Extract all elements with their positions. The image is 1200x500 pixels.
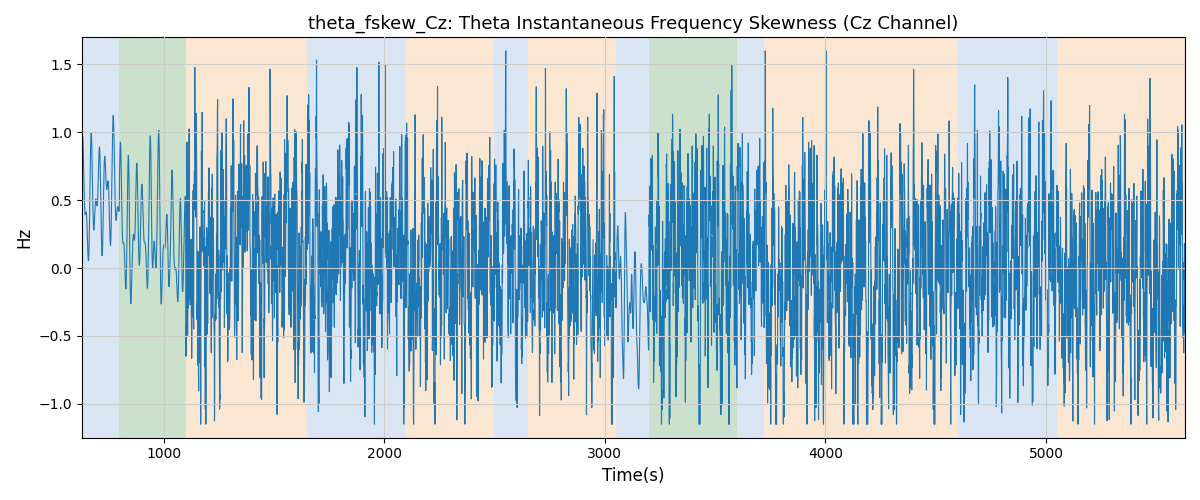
Bar <box>494 38 528 438</box>
Bar <box>958 38 1057 438</box>
Bar <box>649 38 737 438</box>
Bar <box>528 38 616 438</box>
Bar <box>307 38 407 438</box>
Bar <box>186 38 307 438</box>
Title: theta_fskew_Cz: Theta Instantaneous Frequency Skewness (Cz Channel): theta_fskew_Cz: Theta Instantaneous Freq… <box>308 15 959 34</box>
Bar <box>1057 38 1186 438</box>
Bar <box>120 38 186 438</box>
Bar <box>616 38 649 438</box>
Y-axis label: Hz: Hz <box>14 227 32 248</box>
Bar <box>737 38 763 438</box>
Bar <box>763 38 958 438</box>
X-axis label: Time(s): Time(s) <box>602 467 665 485</box>
Bar <box>407 38 494 438</box>
Bar <box>79 38 120 438</box>
